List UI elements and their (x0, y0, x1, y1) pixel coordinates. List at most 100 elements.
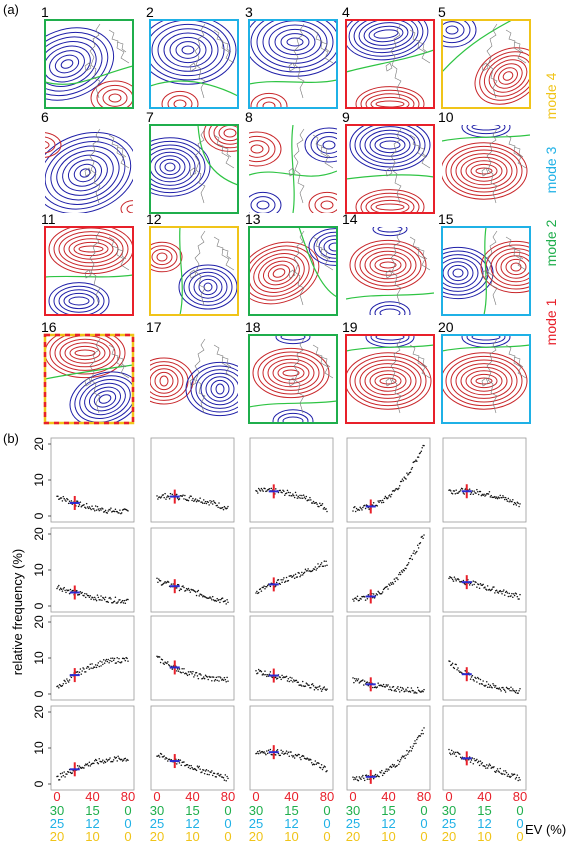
data-point (479, 678, 482, 681)
ev-tick-label: 30 (346, 803, 360, 818)
scatter-panel-10 (442, 527, 527, 613)
data-point (405, 567, 407, 570)
data-point (62, 682, 65, 685)
data-point (259, 588, 262, 590)
ev-tick-label: 0 (516, 803, 523, 818)
data-point (324, 565, 326, 567)
data-point (315, 569, 317, 571)
mode-legend-4: mode 4 (543, 72, 559, 119)
data-point (109, 596, 111, 599)
data-point (117, 660, 119, 663)
data-point (191, 499, 193, 502)
mode-legend-1: mode 1 (543, 298, 559, 345)
data-point (256, 752, 258, 755)
data-point (217, 506, 219, 509)
data-point (107, 658, 109, 661)
data-point (163, 582, 165, 584)
contour-field (150, 227, 238, 315)
data-point (58, 778, 61, 781)
data-point (391, 763, 394, 766)
data-point (164, 492, 166, 495)
data-point (118, 757, 120, 759)
data-point (455, 663, 457, 666)
data-point (449, 752, 451, 754)
data-point (448, 748, 450, 751)
data-point (221, 597, 224, 599)
data-point (320, 504, 323, 507)
scatter-panel-5 (442, 437, 527, 523)
data-point (383, 497, 386, 500)
data-point (118, 657, 120, 660)
data-point (504, 691, 507, 693)
data-point (352, 776, 354, 778)
scatter-panel-9 (346, 527, 431, 613)
data-point (63, 771, 65, 773)
data-point (418, 690, 421, 692)
data-point (478, 764, 481, 767)
data-point (326, 688, 328, 690)
data-point (280, 678, 282, 681)
data-point (285, 675, 288, 678)
scatter-panel-20 (442, 705, 527, 791)
ev-tick-label: 0 (124, 829, 131, 844)
data-point (90, 598, 92, 600)
data-point (259, 752, 262, 754)
data-point (414, 691, 416, 693)
scatter-panel-11: 20 10 0 (32, 615, 135, 701)
data-point (78, 593, 81, 596)
data-point (89, 765, 92, 767)
data-point (58, 683, 61, 686)
data-point (393, 490, 396, 492)
data-point (354, 778, 357, 780)
data-point (311, 569, 314, 572)
map-8: 8 (245, 109, 337, 213)
data-point (263, 751, 265, 753)
map-16: 16 (41, 319, 135, 425)
data-point (106, 660, 109, 663)
data-point (516, 501, 519, 504)
data-point (515, 593, 518, 595)
data-point (306, 683, 308, 685)
panel-frame (249, 527, 334, 613)
data-point (409, 746, 412, 748)
data-point (82, 667, 84, 669)
data-point (258, 750, 261, 752)
data-point (92, 667, 94, 670)
ev-tick-label: 25 (346, 816, 360, 831)
ev-tick-label: 0 (420, 829, 427, 844)
map-number: 6 (41, 109, 49, 125)
data-point (76, 671, 79, 673)
data-point (404, 690, 406, 692)
data-point (91, 663, 93, 665)
map-number: 16 (41, 319, 57, 335)
x-tick-label: 40 (85, 789, 99, 804)
data-point (156, 655, 158, 657)
data-point (456, 669, 458, 671)
data-point (203, 502, 206, 504)
data-point (60, 776, 63, 778)
map-frame (149, 124, 239, 214)
data-point (62, 588, 65, 590)
data-point (225, 779, 227, 782)
data-point (388, 769, 390, 771)
data-point (101, 661, 103, 663)
data-point (116, 602, 118, 604)
data-point (300, 574, 302, 576)
data-point (298, 572, 300, 574)
data-point (422, 690, 424, 693)
data-point (100, 595, 102, 597)
data-point (317, 563, 319, 565)
ev-tick-label: 15 (284, 803, 298, 818)
data-point (382, 501, 385, 504)
data-point (487, 683, 490, 686)
data-point (61, 684, 64, 687)
data-point (85, 671, 87, 673)
data-point (256, 490, 258, 493)
data-point (83, 767, 85, 769)
data-point (415, 742, 417, 745)
data-point (192, 670, 194, 673)
data-point (361, 776, 363, 778)
ev-tick-label: 12 (85, 816, 99, 831)
data-point (210, 502, 212, 504)
